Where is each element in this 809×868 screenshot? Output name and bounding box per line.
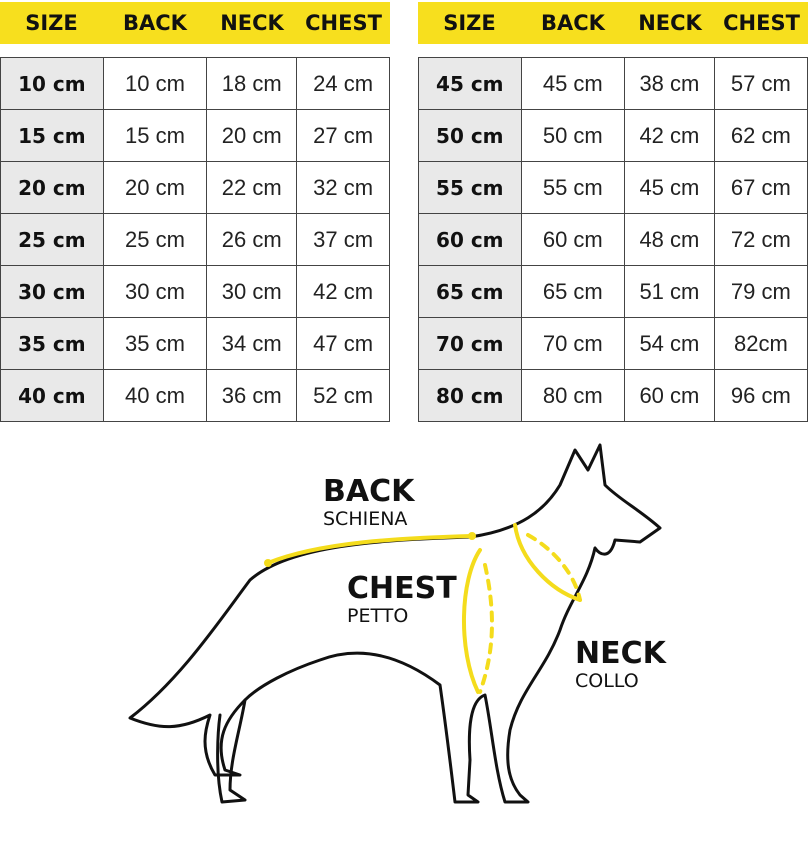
measure-cell: 25 cm <box>102 213 208 266</box>
neck-title: NECK <box>575 636 666 671</box>
table-row: 70 cm 70 cm 54 cm 82cm <box>418 317 809 370</box>
measure-cell: 26 cm <box>206 213 298 266</box>
measure-cell: 82cm <box>713 317 809 370</box>
table-row: 45 cm 45 cm 38 cm 57 cm <box>418 57 809 110</box>
measure-cell: 54 cm <box>624 317 715 370</box>
measure-cell: 22 cm <box>206 161 298 214</box>
size-cell: 40 cm <box>0 369 104 422</box>
table-row: 10 cm 10 cm 18 cm 24 cm <box>0 57 390 110</box>
measure-cell: 62 cm <box>713 109 809 162</box>
measure-cell: 36 cm <box>206 369 298 422</box>
neck-measure-line <box>513 523 582 602</box>
measure-cell: 38 cm <box>624 57 715 110</box>
measure-cell: 48 cm <box>624 213 715 266</box>
table-row: 35 cm 35 cm 34 cm 47 cm <box>0 317 390 370</box>
measure-cell: 20 cm <box>102 161 208 214</box>
measure-cell: 67 cm <box>713 161 809 214</box>
chest-label: CHEST PETTO <box>347 571 457 628</box>
neck-label: NECK COLLO <box>575 636 666 693</box>
measure-cell: 42 cm <box>624 109 715 162</box>
back-label: BACK SCHIENA <box>323 474 415 531</box>
table-row: 50 cm 50 cm 42 cm 62 cm <box>418 109 809 162</box>
table-header: SIZE BACK NECK CHEST <box>0 2 390 44</box>
size-cell: 65 cm <box>418 265 522 318</box>
column-header: SIZE <box>443 11 496 35</box>
measure-cell: 52 cm <box>296 369 390 422</box>
dog-illustration <box>128 443 662 804</box>
measure-cell: 50 cm <box>520 109 626 162</box>
table-header: SIZE BACK NECK CHEST <box>418 2 808 44</box>
measure-cell: 65 cm <box>520 265 626 318</box>
table-row: 40 cm 40 cm 36 cm 52 cm <box>0 369 390 422</box>
size-cell: 10 cm <box>0 57 104 110</box>
measure-cell: 10 cm <box>102 57 208 110</box>
column-header: BACK <box>541 11 605 35</box>
measure-cell: 60 cm <box>520 213 626 266</box>
column-header: CHEST <box>305 11 382 35</box>
chest-title: CHEST <box>347 571 457 606</box>
measure-cell: 45 cm <box>520 57 626 110</box>
table-row: 20 cm 20 cm 22 cm 32 cm <box>0 161 390 214</box>
measure-cell: 60 cm <box>624 369 715 422</box>
back-subtitle: SCHIENA <box>323 508 408 530</box>
table-row: 30 cm 30 cm 30 cm 42 cm <box>0 265 390 318</box>
column-header: SIZE <box>25 11 78 35</box>
measure-cell: 24 cm <box>296 57 390 110</box>
measure-cell: 42 cm <box>296 265 390 318</box>
measure-cell: 80 cm <box>520 369 626 422</box>
table-row: 60 cm 60 cm 48 cm 72 cm <box>418 213 809 266</box>
size-cell: 15 cm <box>0 109 104 162</box>
size-cell: 30 cm <box>0 265 104 318</box>
measure-cell: 30 cm <box>102 265 208 318</box>
measure-cell: 55 cm <box>520 161 626 214</box>
table-row: 65 cm 65 cm 51 cm 79 cm <box>418 265 809 318</box>
table-row: 80 cm 80 cm 60 cm 96 cm <box>418 369 809 422</box>
table-row: 15 cm 15 cm 20 cm 27 cm <box>0 109 390 162</box>
back-measure-line <box>266 534 474 565</box>
measure-cell: 27 cm <box>296 109 390 162</box>
neck-subtitle: COLLO <box>575 670 639 692</box>
measure-cell: 34 cm <box>206 317 298 370</box>
table-row: 25 cm 25 cm 26 cm 37 cm <box>0 213 390 266</box>
size-table-right: SIZE BACK NECK CHEST 45 cm 45 cm 38 cm 57 cm 50… <box>418 2 809 422</box>
measure-cell: 32 cm <box>296 161 390 214</box>
measure-cell: 96 cm <box>713 369 809 422</box>
column-header: BACK <box>123 11 187 35</box>
measure-cell: 40 cm <box>102 369 208 422</box>
chest-subtitle: PETTO <box>347 605 409 627</box>
size-cell: 20 cm <box>0 161 104 214</box>
measure-cell: 15 cm <box>102 109 208 162</box>
measure-cell: 79 cm <box>713 265 809 318</box>
measure-cell: 72 cm <box>713 213 809 266</box>
column-header: NECK <box>220 11 284 35</box>
measure-cell: 20 cm <box>206 109 298 162</box>
size-cell: 60 cm <box>418 213 522 266</box>
size-cell: 35 cm <box>0 317 104 370</box>
measure-cell: 30 cm <box>206 265 298 318</box>
column-header: CHEST <box>723 11 800 35</box>
chest-measure-line <box>461 548 482 694</box>
size-cell: 45 cm <box>418 57 522 110</box>
measure-cell: 57 cm <box>713 57 809 110</box>
table-row: 55 cm 55 cm 45 cm 67 cm <box>418 161 809 214</box>
size-table-left: SIZE BACK NECK CHEST 10 cm 10 cm 18 cm 24 cm 15… <box>0 2 390 422</box>
measure-cell: 45 cm <box>624 161 715 214</box>
measure-cell: 70 cm <box>520 317 626 370</box>
size-cell: 80 cm <box>418 369 522 422</box>
measure-cell: 37 cm <box>296 213 390 266</box>
size-cell: 55 cm <box>418 161 522 214</box>
measure-cell: 18 cm <box>206 57 298 110</box>
measure-cell: 51 cm <box>624 265 715 318</box>
column-header: NECK <box>638 11 702 35</box>
size-cell: 50 cm <box>418 109 522 162</box>
measure-cell: 35 cm <box>102 317 208 370</box>
measure-cell: 47 cm <box>296 317 390 370</box>
size-cell: 25 cm <box>0 213 104 266</box>
back-title: BACK <box>323 474 415 509</box>
size-cell: 70 cm <box>418 317 522 370</box>
